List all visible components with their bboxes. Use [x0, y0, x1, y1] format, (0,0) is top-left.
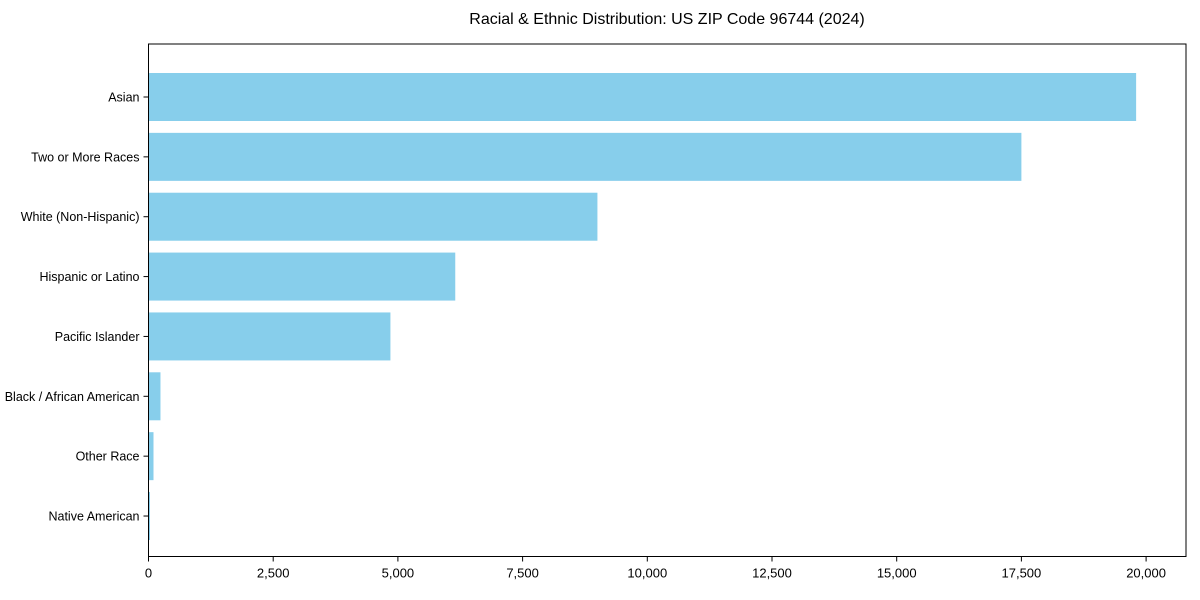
bar-2 — [148, 192, 598, 241]
x-axis-label: 20,000 — [1126, 566, 1166, 581]
y-axis-label: Black / African American — [5, 390, 140, 404]
bar-1 — [148, 132, 1022, 181]
bar-6 — [148, 432, 154, 481]
bar-3 — [148, 252, 456, 301]
y-axis-label: Native American — [48, 510, 139, 524]
x-axis-label: 10,000 — [627, 566, 667, 581]
chart-title: Racial & Ethnic Distribution: US ZIP Cod… — [469, 11, 865, 28]
y-axis-label: Hispanic or Latino — [39, 270, 139, 284]
y-axis-label: Two or More Races — [31, 150, 139, 164]
x-axis-label: 17,500 — [1002, 566, 1042, 581]
bar-5 — [148, 372, 161, 421]
x-axis-label: 5,000 — [382, 566, 415, 581]
plot-border — [148, 43, 1187, 557]
x-axis-label: 2,500 — [257, 566, 290, 581]
x-axis-label: 7,500 — [506, 566, 539, 581]
x-axis-label: 15,000 — [877, 566, 917, 581]
y-axis-label: White (Non-Hispanic) — [21, 210, 140, 224]
bar-7 — [148, 492, 150, 541]
y-axis-label: Other Race — [76, 450, 140, 464]
y-axis-label: Asian — [108, 91, 139, 105]
x-axis-label: 12,500 — [752, 566, 792, 581]
y-axis-label: Pacific Islander — [55, 330, 140, 344]
bar-4 — [148, 312, 391, 361]
bar-0 — [148, 73, 1137, 121]
x-axis-label: 0 — [145, 566, 152, 581]
